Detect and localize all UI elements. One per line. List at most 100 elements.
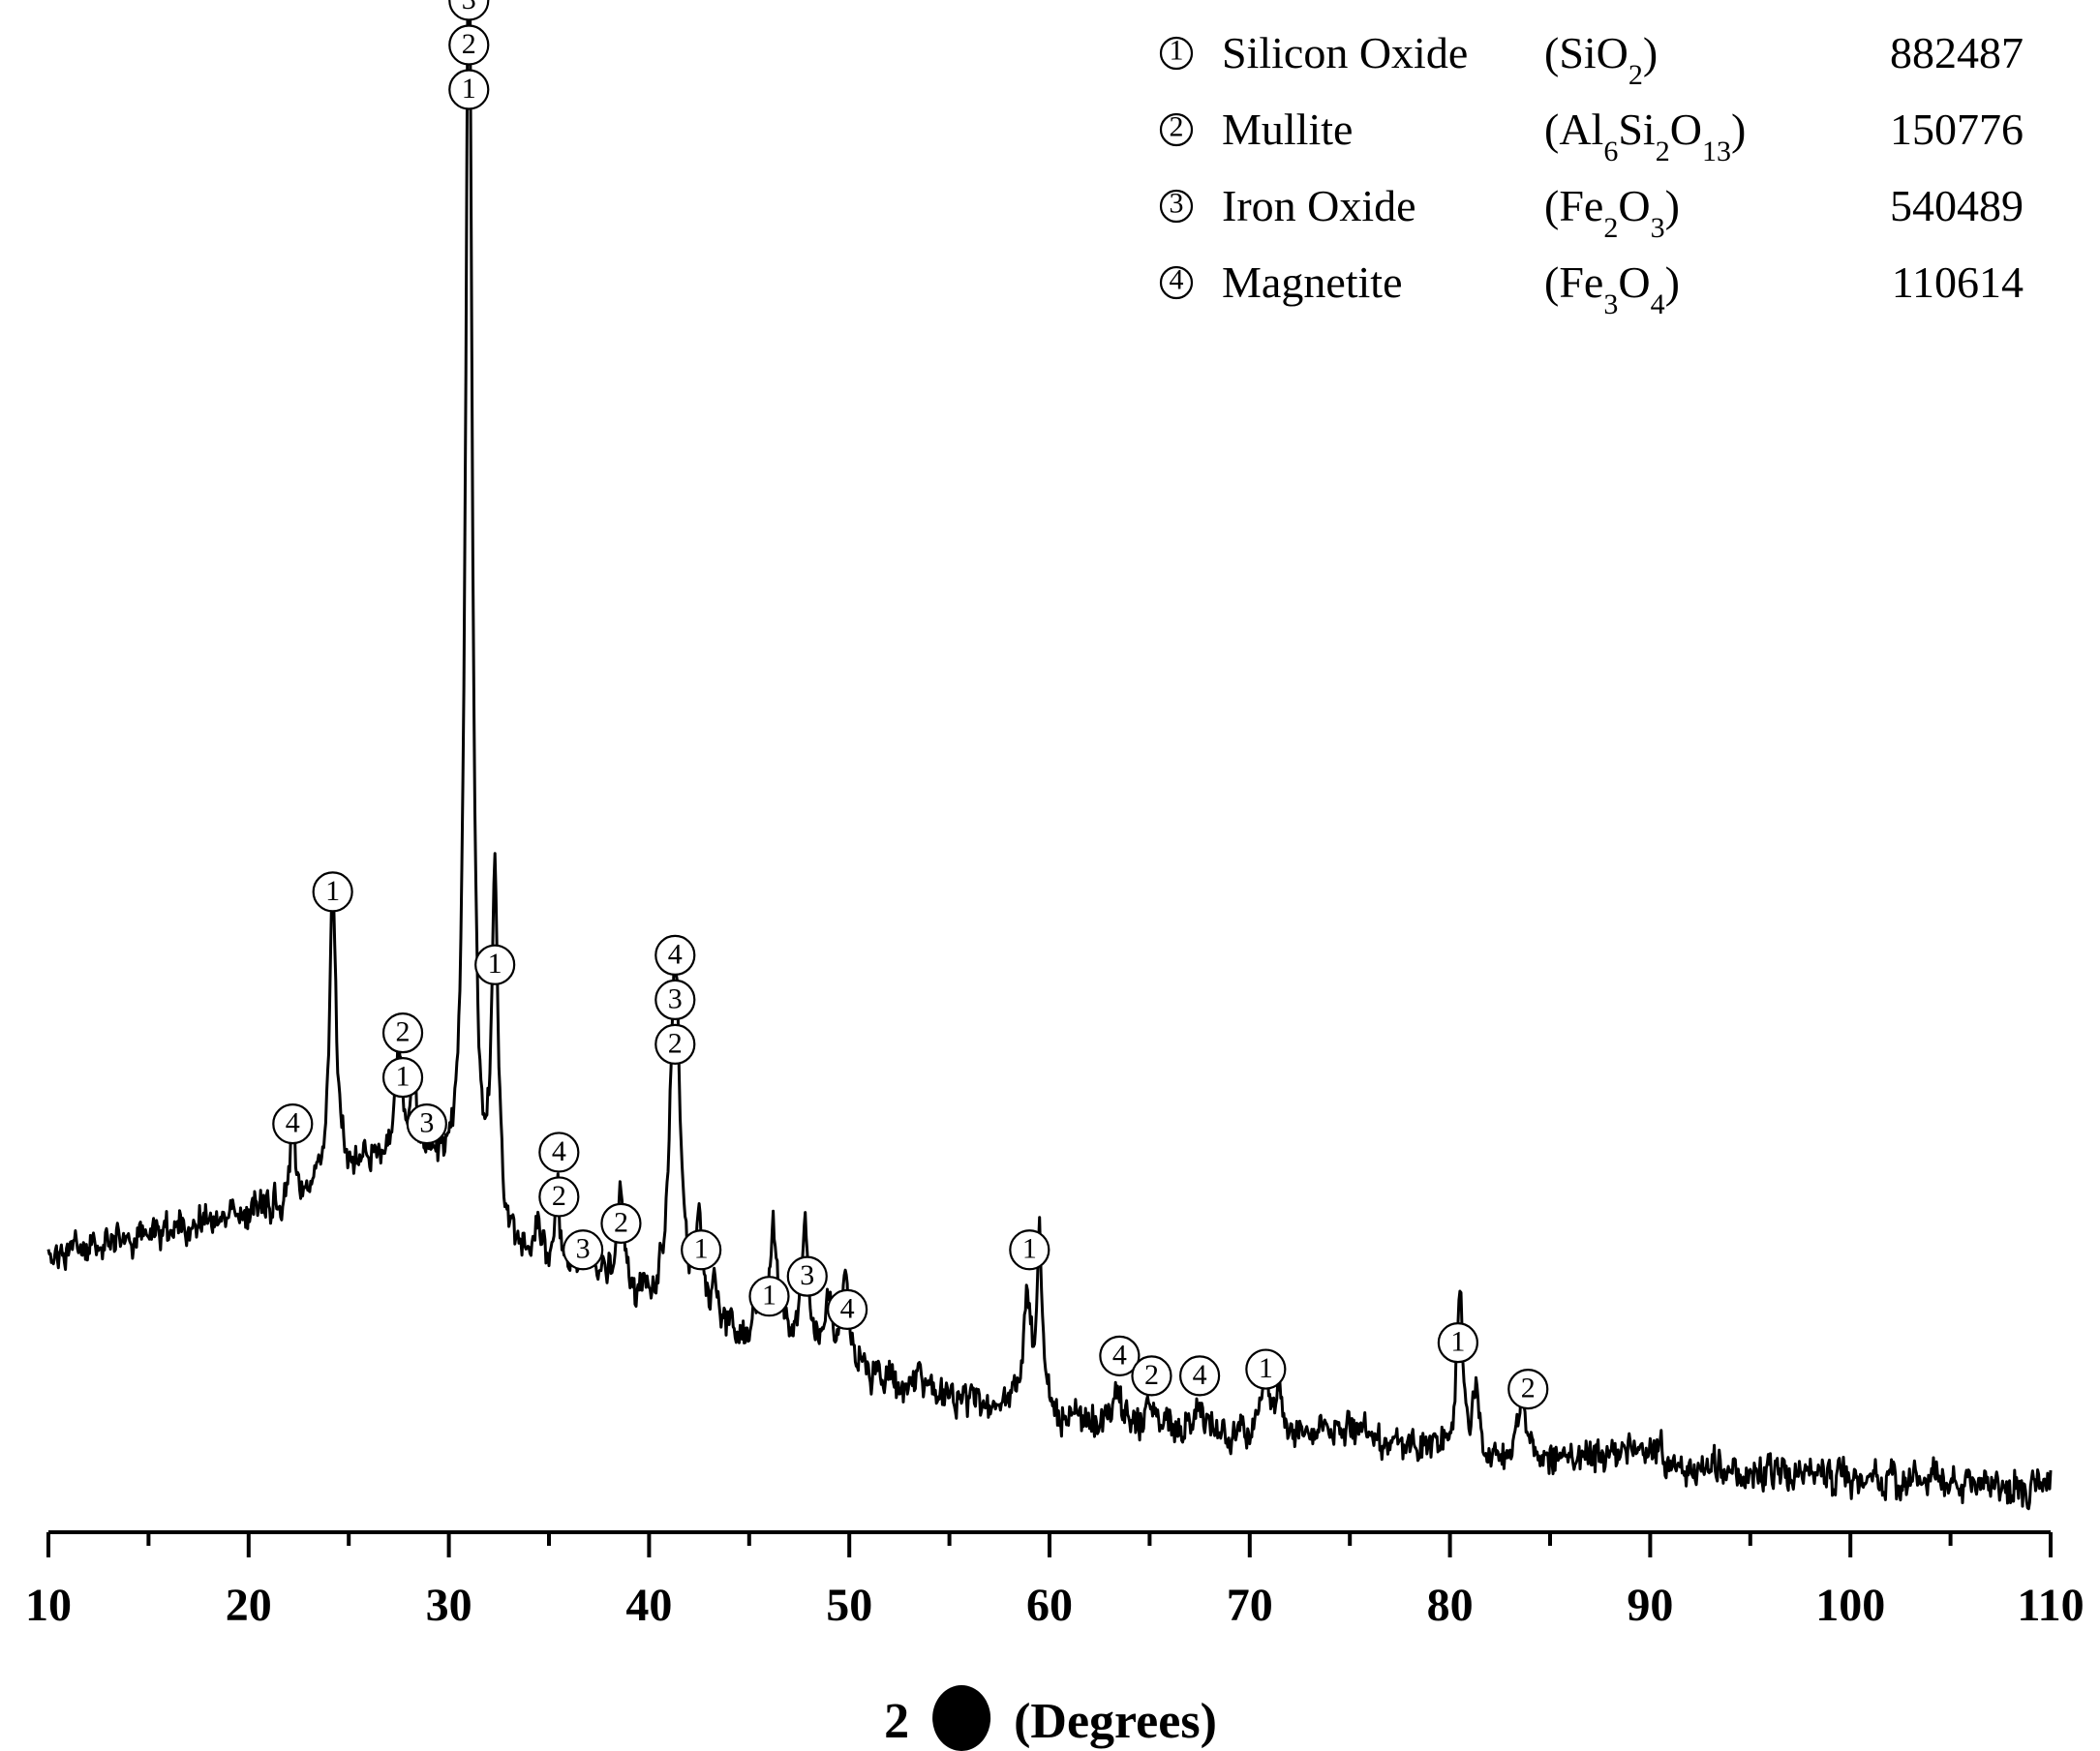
peak-marker-4: 4 xyxy=(538,1132,580,1173)
marker-circle xyxy=(748,1276,790,1317)
marker-circle xyxy=(381,1012,424,1054)
legend-name: Magnetite xyxy=(1222,257,1403,307)
peak-label: 4 xyxy=(827,1288,868,1331)
peak-marker-3: 3 xyxy=(563,1229,604,1271)
x-axis-title-prefix: 2 xyxy=(884,1694,909,1749)
marker-number: 3 xyxy=(462,0,476,15)
marker-number: 4 xyxy=(840,1292,855,1324)
x-tick-label: 50 xyxy=(826,1580,872,1631)
legend: 1 Silicon Oxide (SiO2) 882487 2 Mullite (Al6Si… xyxy=(1159,28,2024,320)
peak-marker-2: 2 xyxy=(381,1012,424,1054)
marker-number: 3 xyxy=(1170,188,1184,220)
marker-circle xyxy=(1507,1368,1549,1410)
marker-circle xyxy=(1159,189,1194,224)
xrd-pattern-line xyxy=(46,0,2053,1511)
marker-number: 2 xyxy=(1521,1373,1536,1404)
x-tick-label: 70 xyxy=(1227,1580,1273,1631)
peak-label: 3 xyxy=(563,1229,604,1271)
peak-marker-1: 1 xyxy=(1437,1322,1478,1364)
x-axis: 10 20 30 40 50 60 70 80 90 100 110 xyxy=(25,1530,2085,1631)
marker-circle xyxy=(786,1255,828,1297)
marker-number: 4 xyxy=(1193,1359,1207,1391)
marker-number: 4 xyxy=(1112,1339,1127,1371)
peak-label: 12 xyxy=(381,1012,424,1099)
peak-marker-2: 2 xyxy=(600,1202,642,1244)
peak-label: 2 xyxy=(1131,1355,1172,1397)
marker-number: 1 xyxy=(462,73,476,105)
marker-circle xyxy=(538,1176,580,1218)
marker-number: 3 xyxy=(419,1107,434,1139)
legend-name: Mullite xyxy=(1222,105,1353,154)
peak-label: 2 xyxy=(600,1202,642,1244)
legend-code: 110614 xyxy=(1892,257,2024,307)
theta-glyph xyxy=(932,1685,991,1751)
marker-number: 2 xyxy=(1144,1359,1159,1391)
peak-marker-2: 2 xyxy=(1131,1355,1172,1397)
marker-circle xyxy=(563,1229,604,1271)
marker-circle xyxy=(272,1102,314,1145)
legend-formula: (Fe2O3) xyxy=(1544,181,1680,244)
peak-marker-1: 1 xyxy=(474,944,516,985)
legend-name: Silicon Oxide xyxy=(1222,28,1468,77)
marker-number: 2 xyxy=(462,28,476,60)
marker-circle xyxy=(600,1202,642,1244)
peak-label: 3 xyxy=(406,1102,447,1145)
peak-label: 1 xyxy=(1245,1348,1287,1390)
marker-circle xyxy=(1159,36,1194,71)
marker-number: 1 xyxy=(1170,35,1184,67)
marker-circle xyxy=(312,871,353,913)
peak-labels: 411231231243223411341424112 xyxy=(272,0,1549,1410)
legend-item: 3 Iron Oxide (Fe2O3) 540489 xyxy=(1159,181,2024,244)
marker-circle xyxy=(1245,1348,1287,1390)
marker-circle xyxy=(538,1132,580,1173)
peak-marker-4: 4 xyxy=(654,934,696,977)
legend-code: 882487 xyxy=(1890,28,2024,77)
plot-area xyxy=(46,0,2053,1511)
marker-number: 1 xyxy=(1450,1326,1465,1358)
peak-marker-2: 2 xyxy=(654,1023,696,1066)
marker-number: 2 xyxy=(1170,111,1184,143)
marker-number: 3 xyxy=(668,982,683,1014)
marker-number: 1 xyxy=(762,1280,776,1312)
marker-circle xyxy=(1099,1335,1141,1376)
legend-formula: (SiO2) xyxy=(1544,28,1658,91)
marker-number: 1 xyxy=(488,948,502,980)
marker-circle xyxy=(654,979,696,1021)
marker-circle xyxy=(681,1229,722,1271)
marker-circle xyxy=(448,69,490,110)
x-tick-label: 110 xyxy=(2017,1580,2084,1631)
peak-label: 1 xyxy=(1009,1229,1050,1271)
peak-marker-1: 1 xyxy=(1245,1348,1287,1390)
marker-circle xyxy=(1159,265,1194,300)
x-tick-label: 100 xyxy=(1815,1580,1885,1631)
peak-label: 3 xyxy=(786,1255,828,1297)
peak-marker-1: 1 xyxy=(748,1276,790,1317)
peak-marker-1: 1 xyxy=(681,1229,722,1271)
peak-marker-1: 1 xyxy=(1009,1229,1050,1271)
marker-number: 4 xyxy=(552,1135,566,1167)
x-tick-label: 30 xyxy=(426,1580,472,1631)
marker-circle xyxy=(1178,1355,1221,1397)
x-tick-label: 60 xyxy=(1026,1580,1073,1631)
peak-marker-3: 3 xyxy=(654,979,696,1021)
peak-label: 4 xyxy=(1099,1335,1141,1376)
peak-marker-3: 3 xyxy=(786,1255,828,1297)
x-tick-label: 80 xyxy=(1427,1580,1474,1631)
marker-circle xyxy=(448,0,490,21)
legend-formula: (Al6Si2O13) xyxy=(1544,105,1746,167)
x-tick-label: 10 xyxy=(25,1580,72,1631)
marker-number: 4 xyxy=(668,938,683,970)
marker-circle xyxy=(1437,1322,1478,1364)
peak-label: 2 xyxy=(1507,1368,1549,1410)
marker-number: 1 xyxy=(694,1233,709,1265)
peak-label: 4 xyxy=(272,1102,314,1145)
marker-number: 2 xyxy=(614,1206,628,1238)
peak-label: 1 xyxy=(748,1276,790,1317)
peak-marker-4: 4 xyxy=(272,1102,314,1145)
peak-marker-4: 4 xyxy=(1178,1355,1221,1397)
marker-number: 2 xyxy=(668,1027,683,1059)
peak-marker-2: 2 xyxy=(1507,1368,1549,1410)
marker-circle xyxy=(654,934,696,977)
marker-circle xyxy=(1131,1355,1172,1397)
peak-marker-1: 1 xyxy=(312,871,353,913)
